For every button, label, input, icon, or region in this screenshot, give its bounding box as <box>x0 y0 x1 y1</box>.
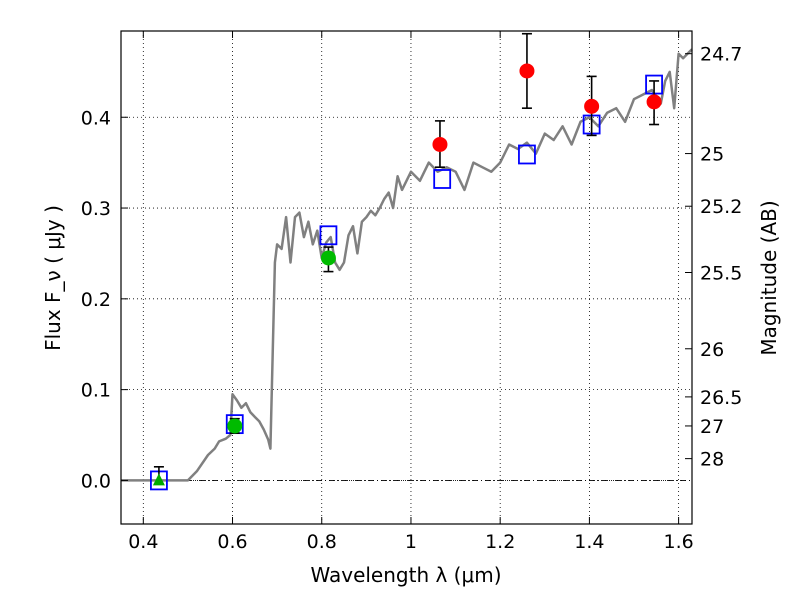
right-axis: 24.7 25 25.2 25.5 26 26.5 27 28 <box>685 44 742 471</box>
x-tick-label: 0.6 <box>217 531 247 553</box>
x-tick-label: 1.4 <box>574 531 604 553</box>
data-point-circle <box>432 136 448 152</box>
data-point-circle <box>646 94 662 110</box>
model-point-square <box>518 144 536 165</box>
y-tick-label: 0.1 <box>81 380 111 402</box>
y-tick-label: 0.4 <box>81 107 111 129</box>
x-axis: 0.4 0.6 0.8 1 1.2 1.4 1.6 <box>128 31 694 553</box>
x-tick-label: 1.2 <box>485 531 515 553</box>
data-markers <box>150 32 663 491</box>
right-tick-label: 26.5 <box>700 387 742 409</box>
data-point-circle <box>227 418 243 434</box>
y-tick-label: 0.2 <box>81 289 111 311</box>
model-point-square <box>319 225 338 246</box>
right-axis-label: Magnitude (AB) <box>757 200 781 355</box>
x-tick-label: 0.4 <box>128 531 158 553</box>
y-tick-label: 0.3 <box>81 198 111 220</box>
x-tick-label: 1 <box>405 531 417 553</box>
y-tick-label: 0.0 <box>81 470 111 492</box>
model-point-square <box>433 169 452 189</box>
model-sed <box>121 48 693 482</box>
right-tick-label: 25.2 <box>700 196 742 218</box>
x-tick-label: 1.6 <box>664 531 694 553</box>
right-tick-label: 25 <box>700 144 724 166</box>
right-tick-label: 25.5 <box>700 263 742 285</box>
right-tick-label: 27 <box>700 416 724 438</box>
x-axis-label: Wavelength λ (μm) <box>310 563 501 587</box>
data-point-circle <box>320 250 336 266</box>
model-sed-line <box>121 48 693 482</box>
data-point-circle <box>519 63 535 79</box>
right-tick-label: 28 <box>700 449 724 471</box>
y-axis-label: Flux F_ν ( μJy ) <box>41 205 65 351</box>
x-tick-label: 0.8 <box>307 531 337 553</box>
data-point-circle <box>584 98 600 114</box>
y-axis: 0.0 0.1 0.2 0.3 0.4 <box>81 107 128 492</box>
plot-area <box>121 31 692 524</box>
plot-frame <box>120 30 693 525</box>
right-tick-label: 26 <box>700 339 724 361</box>
right-tick-label: 24.7 <box>700 44 742 66</box>
data-point-triangle <box>152 473 165 486</box>
